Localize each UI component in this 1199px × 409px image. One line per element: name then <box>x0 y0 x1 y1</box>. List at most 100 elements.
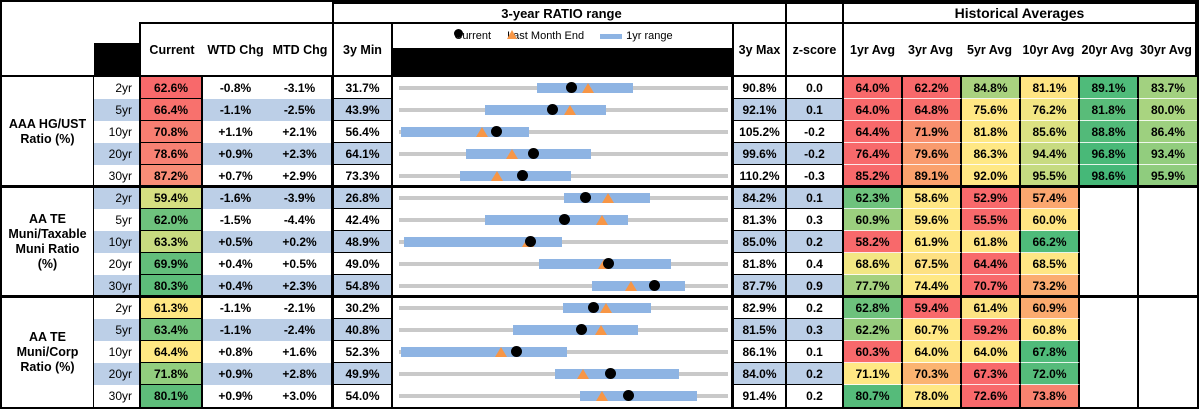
avg-cell <box>1080 319 1139 341</box>
wtd-chg-column-header: WTD Chg <box>207 42 264 57</box>
range-chart-cell <box>393 319 734 341</box>
avg-cell: 59.6% <box>903 209 962 231</box>
avg-cell: 58.6% <box>903 187 962 209</box>
z-score-cell: 0.1 <box>787 187 844 209</box>
current-value-cell: 64.4% <box>141 341 203 363</box>
wtd-chg-cell: +0.8% <box>203 341 268 363</box>
max-3y-cell: 81.8% <box>734 253 787 275</box>
last-month-marker <box>491 171 504 181</box>
table-row: 20yr 78.6% +0.9% +2.3% 64.1% 99.6% -0.2 76.4% 79… <box>2 143 1197 165</box>
avg-cell <box>1139 275 1197 297</box>
avg-cell: 68.5% <box>1021 253 1080 275</box>
current-marker <box>580 192 592 203</box>
avg-cell: 93.4% <box>1139 143 1197 165</box>
tenor-label: 30yr <box>94 385 141 407</box>
current-marker <box>604 368 616 379</box>
mtd-chg-cell: -2.4% <box>268 319 334 341</box>
avg-cell <box>1139 385 1197 407</box>
tenor-label: 2yr <box>94 187 141 209</box>
last-month-marker <box>495 347 508 357</box>
avg-cell: 64.0% <box>962 341 1021 363</box>
table-header: 3-year RATIO range Historical Averages C… <box>2 2 1197 77</box>
avg-cell: 86.4% <box>1139 121 1197 143</box>
min-column-header: 3y Min <box>332 22 393 77</box>
group-label-line: Muni/Taxable <box>8 227 87 241</box>
avg-cell <box>1139 253 1197 275</box>
current-marker <box>527 148 539 159</box>
current-marker <box>490 126 502 137</box>
avg-cell: 62.8% <box>844 297 903 319</box>
table-row: 30yr 80.1% +0.9% +3.0% 54.0% 91.4% 0.2 80.7% 78.… <box>2 385 1197 407</box>
group-label-line: (%) <box>37 257 58 271</box>
range-chart-cell <box>393 187 734 209</box>
range-chart-cell <box>393 253 734 275</box>
avg-cell <box>1080 297 1139 319</box>
table-row: 5yr 66.4% -1.1% -2.5% 43.9% 92.1% 0.1 64.0% 64.8… <box>2 99 1197 121</box>
z-score-cell: -0.3 <box>787 165 844 187</box>
last-month-marker <box>582 83 595 93</box>
avg-cell: 59.4% <box>903 297 962 319</box>
table-row: 2yr 59.4% -1.6% -3.9% 26.8% 84.2% 0.1 62.3% 58.6… <box>2 187 1197 209</box>
max-3y-cell: 84.0% <box>734 363 787 385</box>
range-chart-cell <box>393 209 734 231</box>
avg-cell <box>1080 341 1139 363</box>
z-score-cell: 0.4 <box>787 253 844 275</box>
current-value-cell: 87.2% <box>141 165 203 187</box>
wtd-chg-cell: +0.4% <box>203 253 268 275</box>
wtd-chg-cell: -1.1% <box>203 319 268 341</box>
current-value-cell: 61.3% <box>141 297 203 319</box>
table-row: 30yr 80.3% +0.4% +2.3% 54.8% 87.7% 0.9 77.7% 74.… <box>2 275 1197 297</box>
group-label-line: Muni Ratio <box>15 242 80 256</box>
table-row: 20yr 69.9% +0.4% +0.5% 49.0% 81.8% 0.4 68.6% 67.… <box>2 253 1197 275</box>
avg-cell <box>1139 363 1197 385</box>
current-marker <box>565 82 577 93</box>
range-bar-1yr <box>400 347 568 357</box>
avg-cell <box>1080 253 1139 275</box>
avg-cell <box>1080 363 1139 385</box>
avg-cell <box>1080 187 1139 209</box>
current-value-cell: 66.4% <box>141 99 203 121</box>
avg-cell: 64.0% <box>903 341 962 363</box>
group-label: AA TE Muni/Corp Ratio (%) <box>2 297 94 407</box>
avg-cell: 60.8% <box>1021 319 1080 341</box>
avg-cell: 89.1% <box>903 165 962 187</box>
avg-cell: 60.3% <box>844 341 903 363</box>
min-3y-cell: 26.8% <box>334 187 393 209</box>
avg-cell <box>1080 209 1139 231</box>
avg-cell: 95.9% <box>1139 165 1197 187</box>
avg-cell: 80.7% <box>844 385 903 407</box>
avg-cell: 61.8% <box>962 231 1021 253</box>
avg-cell: 85.2% <box>844 165 903 187</box>
z-score-cell: 0.2 <box>787 297 844 319</box>
avg-cell: 96.8% <box>1080 143 1139 165</box>
range-chart-cell <box>393 231 734 253</box>
range-chart-cell <box>393 275 734 297</box>
mtd-chg-cell: +2.3% <box>268 275 334 297</box>
avg-col-header: 20yr Avg <box>1081 42 1134 57</box>
avg-cell: 62.2% <box>844 319 903 341</box>
z-score-cell: 0.3 <box>787 209 844 231</box>
last-month-marker <box>563 105 576 115</box>
mtd-chg-cell: +2.9% <box>268 165 334 187</box>
range-bar-1yr <box>401 127 530 137</box>
avg-cell: 60.9% <box>1021 297 1080 319</box>
avg-cell <box>1080 231 1139 253</box>
min-3y-cell: 43.9% <box>334 99 393 121</box>
z-score-cell: 0.9 <box>787 275 844 297</box>
z-score-cell: 0.3 <box>787 319 844 341</box>
avg-cell <box>1139 231 1197 253</box>
avg-cell: 76.4% <box>844 143 903 165</box>
avg-cell: 74.4% <box>903 275 962 297</box>
range-chart-cell <box>393 77 734 99</box>
max-3y-cell: 90.8% <box>734 77 787 99</box>
chart-header-black-bar <box>393 48 734 75</box>
range-bar-swatch <box>600 33 623 39</box>
last-month-triangle-icon <box>507 30 518 39</box>
avg-cell: 64.0% <box>844 99 903 121</box>
current-marker <box>623 390 635 401</box>
last-month-marker <box>600 303 613 313</box>
mtd-chg-cell: +1.6% <box>268 341 334 363</box>
current-marker <box>576 324 588 335</box>
range-track <box>399 394 728 398</box>
